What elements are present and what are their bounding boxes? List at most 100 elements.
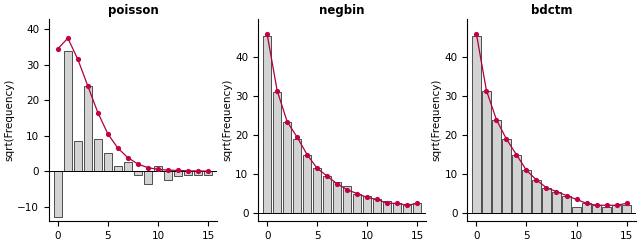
Bar <box>174 171 182 176</box>
Bar <box>483 91 490 213</box>
Bar <box>472 36 481 213</box>
Bar <box>393 203 401 213</box>
Bar <box>263 36 271 213</box>
Bar <box>522 170 531 213</box>
Bar <box>593 205 600 213</box>
Y-axis label: sqrt(Frequency): sqrt(Frequency) <box>4 79 15 161</box>
Bar <box>323 176 332 213</box>
Bar <box>184 171 192 175</box>
Point <box>531 178 541 182</box>
Point <box>63 36 73 40</box>
Point <box>123 156 133 160</box>
Point <box>412 201 422 205</box>
Bar <box>383 201 391 213</box>
Point <box>572 197 582 201</box>
Point <box>392 201 403 205</box>
Point <box>312 166 323 170</box>
Point <box>203 169 213 173</box>
Bar <box>403 205 412 213</box>
Bar <box>273 93 281 213</box>
Point <box>501 137 511 141</box>
Point <box>522 168 532 172</box>
Bar <box>552 192 561 213</box>
Point <box>113 146 123 150</box>
Bar <box>353 194 362 213</box>
Title: negbin: negbin <box>319 4 365 17</box>
Y-axis label: sqrt(Frequency): sqrt(Frequency) <box>223 79 232 161</box>
Bar <box>582 203 591 213</box>
Point <box>132 162 143 166</box>
Bar <box>64 50 72 171</box>
Point <box>73 57 83 61</box>
Bar <box>93 139 102 171</box>
Point <box>372 197 382 201</box>
Point <box>332 182 342 186</box>
Point <box>362 196 372 199</box>
Point <box>292 135 302 139</box>
Bar <box>283 122 291 213</box>
Point <box>621 201 632 205</box>
Point <box>153 167 163 171</box>
Bar <box>623 205 630 213</box>
Point <box>103 132 113 136</box>
Point <box>262 32 272 36</box>
Title: poisson: poisson <box>108 4 158 17</box>
Bar <box>124 162 132 171</box>
Bar <box>492 120 500 213</box>
Point <box>143 166 153 170</box>
Bar <box>542 188 550 213</box>
Point <box>302 153 312 157</box>
Point <box>581 201 591 205</box>
Point <box>52 47 63 51</box>
Bar <box>333 182 341 213</box>
Bar <box>413 203 421 213</box>
Point <box>552 190 562 194</box>
Point <box>322 174 332 178</box>
Point <box>402 203 412 207</box>
Bar <box>164 171 172 180</box>
Bar <box>313 168 321 213</box>
Point <box>193 169 203 173</box>
Y-axis label: sqrt(Frequency): sqrt(Frequency) <box>432 79 442 161</box>
Bar <box>343 186 351 213</box>
Point <box>602 203 612 207</box>
Point <box>611 203 621 207</box>
Bar <box>144 171 152 184</box>
Point <box>511 153 522 157</box>
Bar <box>502 139 511 213</box>
Point <box>163 168 173 172</box>
Bar <box>303 155 311 213</box>
Bar <box>114 166 122 171</box>
Bar <box>134 171 142 175</box>
Point <box>352 192 362 196</box>
Title: bdctm: bdctm <box>531 4 572 17</box>
Bar <box>572 207 580 213</box>
Point <box>83 84 93 88</box>
Bar <box>563 196 571 213</box>
Bar <box>602 207 611 213</box>
Point <box>382 201 392 205</box>
Point <box>93 111 103 115</box>
Point <box>342 188 352 192</box>
Point <box>173 169 183 172</box>
Bar <box>363 196 371 213</box>
Point <box>481 89 492 93</box>
Bar <box>54 171 62 217</box>
Point <box>541 186 552 190</box>
Bar <box>373 199 381 213</box>
Bar <box>154 166 162 171</box>
Point <box>282 120 292 124</box>
Bar <box>104 153 112 171</box>
Point <box>471 32 481 36</box>
Point <box>492 118 502 122</box>
Point <box>183 169 193 173</box>
Bar <box>293 139 301 213</box>
Bar <box>74 141 82 171</box>
Bar <box>513 155 520 213</box>
Point <box>272 89 282 93</box>
Bar <box>194 171 202 175</box>
Point <box>561 194 572 197</box>
Bar <box>84 86 92 171</box>
Bar <box>532 180 541 213</box>
Bar <box>612 205 621 213</box>
